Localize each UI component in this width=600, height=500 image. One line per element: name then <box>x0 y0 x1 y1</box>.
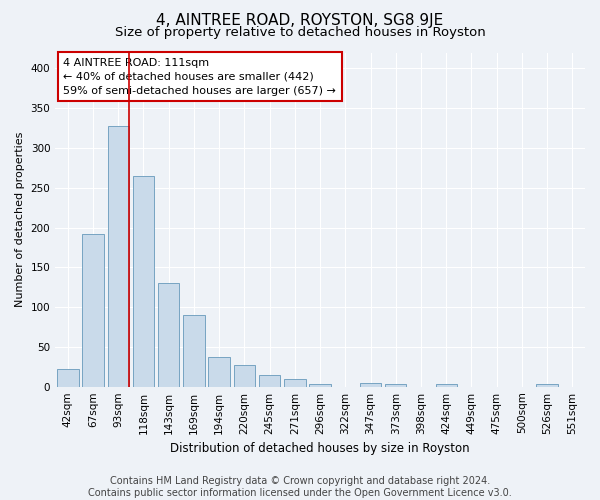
Bar <box>208 357 230 386</box>
Bar <box>284 378 305 386</box>
Text: Contains HM Land Registry data © Crown copyright and database right 2024.
Contai: Contains HM Land Registry data © Crown c… <box>88 476 512 498</box>
Bar <box>183 315 205 386</box>
X-axis label: Distribution of detached houses by size in Royston: Distribution of detached houses by size … <box>170 442 470 455</box>
Bar <box>57 369 79 386</box>
Bar <box>158 283 179 387</box>
Text: 4, AINTREE ROAD, ROYSTON, SG8 9JE: 4, AINTREE ROAD, ROYSTON, SG8 9JE <box>157 12 443 28</box>
Bar <box>82 234 104 386</box>
Bar <box>310 384 331 386</box>
Text: 4 AINTREE ROAD: 111sqm
← 40% of detached houses are smaller (442)
59% of semi-de: 4 AINTREE ROAD: 111sqm ← 40% of detached… <box>63 58 336 96</box>
Bar <box>259 374 280 386</box>
Y-axis label: Number of detached properties: Number of detached properties <box>15 132 25 308</box>
Text: Size of property relative to detached houses in Royston: Size of property relative to detached ho… <box>115 26 485 39</box>
Bar <box>436 384 457 386</box>
Bar <box>360 382 381 386</box>
Bar <box>536 384 558 386</box>
Bar <box>107 126 129 386</box>
Bar <box>233 365 255 386</box>
Bar <box>385 384 406 386</box>
Bar <box>133 176 154 386</box>
